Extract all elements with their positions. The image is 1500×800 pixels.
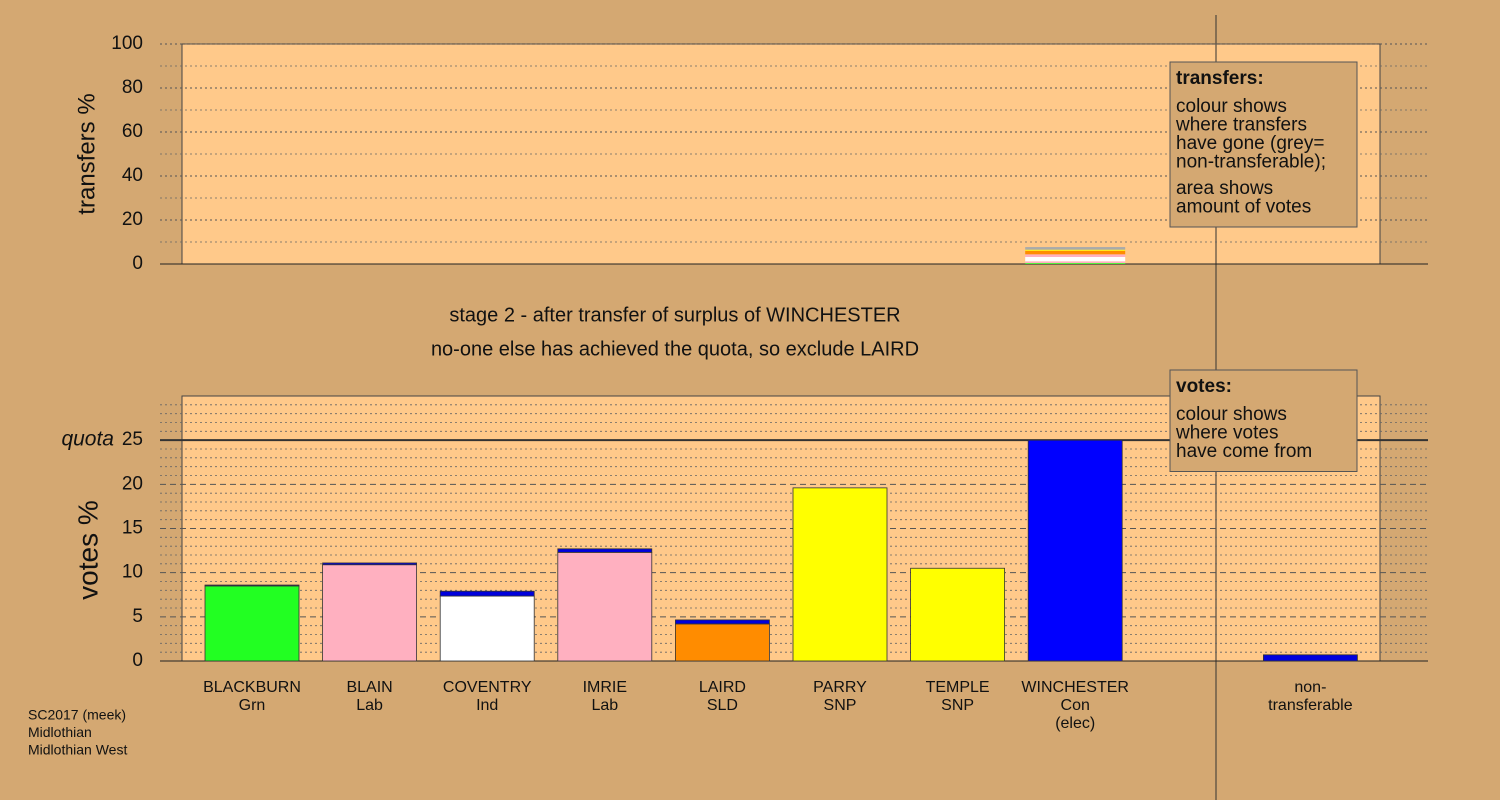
y-tick-label: 10 <box>122 562 143 583</box>
y-tick-label: 100 <box>111 33 143 54</box>
bar-segment <box>675 623 770 662</box>
bar-segment <box>322 564 418 662</box>
bar-segment <box>557 551 653 662</box>
y-tick-label: 20 <box>122 473 143 494</box>
bar-segment <box>1025 261 1126 264</box>
x-tick-label: (elec) <box>1055 715 1095 732</box>
stage-title: stage 2 - after transfer of surplus of W… <box>449 304 900 326</box>
x-tick-label: COVENTRY <box>443 679 532 696</box>
y-axis-label: transfers % <box>73 93 100 214</box>
quota-label: quota <box>61 428 114 451</box>
bar-segment <box>1027 439 1123 662</box>
y-tick-label: 0 <box>132 650 143 671</box>
bar-segment <box>792 487 888 662</box>
bar-segment <box>557 548 653 553</box>
x-tick-label: IMRIE <box>583 679 627 696</box>
info-heading: votes: <box>1176 376 1232 397</box>
x-tick-label: Con <box>1061 697 1090 714</box>
footer-text: Midlothian West <box>28 742 127 758</box>
bar-segment <box>1025 256 1126 262</box>
info-text: have gone (grey= <box>1176 133 1324 154</box>
y-tick-label: 5 <box>132 606 143 627</box>
bar-segment <box>1025 250 1126 251</box>
bar-segment <box>439 595 535 662</box>
y-tick-label: 20 <box>122 209 143 230</box>
bar-segment <box>1025 250 1126 255</box>
info-text: where votes <box>1175 423 1278 444</box>
bar-segment <box>1025 247 1126 250</box>
footer-text: SC2017 (meek) <box>28 707 126 723</box>
x-tick-label: Ind <box>476 697 498 714</box>
y-tick-label: 0 <box>132 253 143 274</box>
info-text: where transfers <box>1175 115 1307 136</box>
x-tick-label: BLAIN <box>346 679 392 696</box>
y-tick-label: 60 <box>122 121 143 142</box>
info-box <box>1169 369 1358 472</box>
bar-segment <box>204 584 300 587</box>
bar-segment <box>675 619 770 625</box>
x-tick-label: non- <box>1294 679 1326 696</box>
y-tick-label: 25 <box>122 429 143 450</box>
x-tick-label: PARRY <box>813 679 867 696</box>
stage-subtitle: no-one else has achieved the quota, so e… <box>431 338 919 360</box>
bar-segment <box>439 590 535 597</box>
info-text: colour shows <box>1176 96 1287 117</box>
x-tick-label: SNP <box>824 697 857 714</box>
bar-segment <box>910 567 1005 662</box>
y-tick-label: 80 <box>122 77 143 98</box>
x-tick-label: SNP <box>941 697 974 714</box>
x-tick-label: Lab <box>591 697 618 714</box>
bar-segment <box>1025 263 1126 264</box>
bar-segment <box>204 585 300 662</box>
footer-text: Midlothian <box>28 724 92 740</box>
y-tick-label: 40 <box>122 165 143 186</box>
info-box <box>1169 61 1358 228</box>
x-tick-label: Grn <box>239 697 266 714</box>
info-text: colour shows <box>1176 404 1287 425</box>
bar-segment <box>1263 654 1358 662</box>
x-tick-label: Lab <box>356 697 383 714</box>
y-tick-label: 15 <box>122 518 143 539</box>
x-tick-label: TEMPLE <box>926 679 990 696</box>
info-text: amount of votes <box>1176 197 1311 218</box>
y-axis-label: votes % <box>72 500 103 600</box>
x-tick-label: LAIRD <box>699 679 746 696</box>
info-heading: transfers: <box>1176 68 1264 89</box>
x-tick-label: SLD <box>707 697 738 714</box>
x-tick-label: BLACKBURN <box>203 679 301 696</box>
info-text: non-transferable); <box>1176 152 1326 173</box>
bar-segment <box>1025 254 1126 257</box>
x-tick-label: WINCHESTER <box>1021 679 1129 696</box>
bar-segment <box>322 562 418 566</box>
info-text: have come from <box>1176 441 1312 462</box>
info-text: area shows <box>1176 178 1273 199</box>
x-tick-label: transferable <box>1268 697 1353 714</box>
